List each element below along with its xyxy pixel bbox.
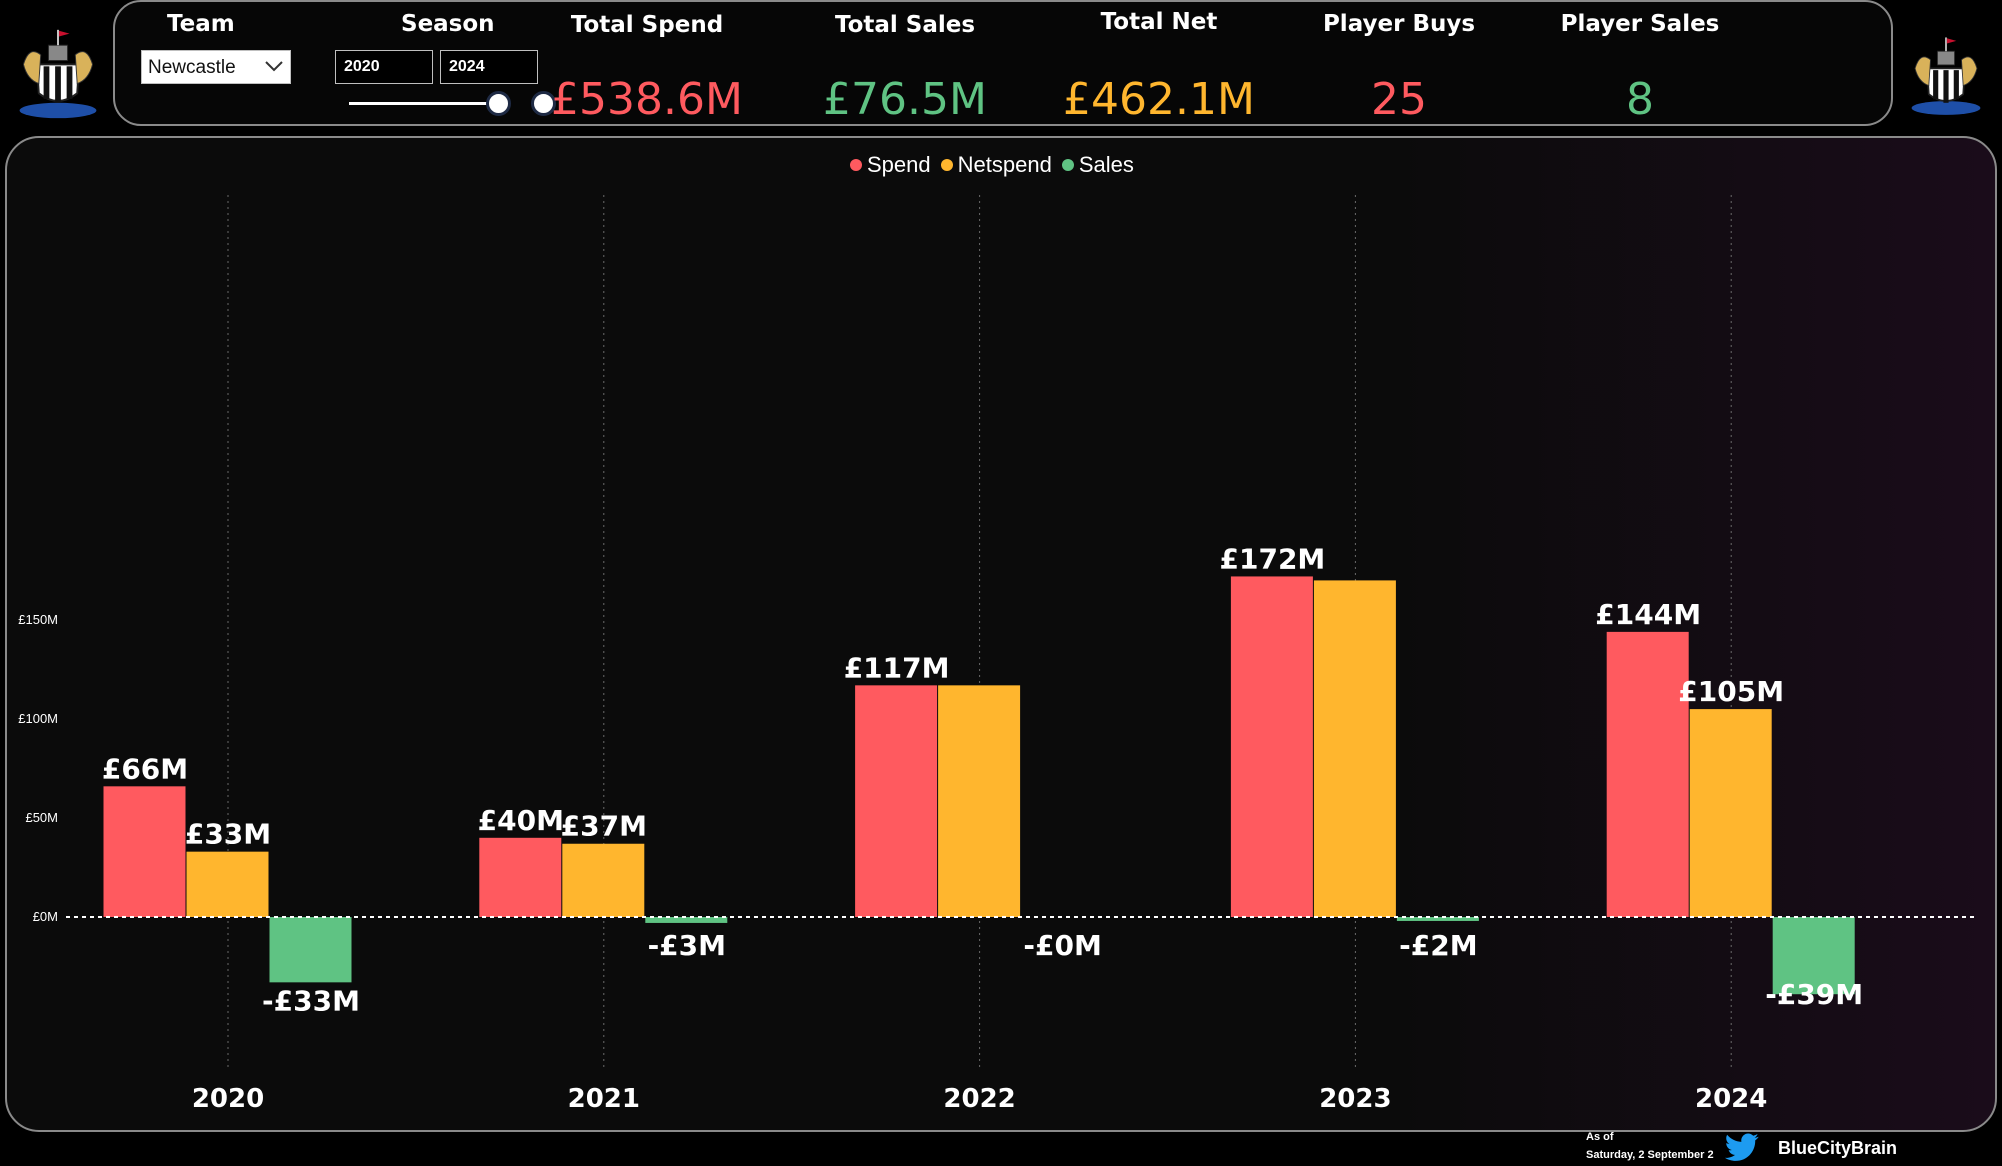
- data-label: £105M: [1678, 675, 1784, 708]
- legend-swatch-netspend: [940, 159, 953, 171]
- data-label: -£3M: [648, 929, 726, 962]
- data-label: £66M: [102, 752, 188, 785]
- team-dropdown[interactable]: Newcastle: [141, 50, 291, 84]
- chevron-down-icon: [265, 61, 283, 72]
- data-label: £40M: [478, 804, 564, 837]
- y-tick-label: £50M: [25, 810, 58, 825]
- data-label: -£0M: [1023, 929, 1101, 962]
- newcastle-crest-icon: [19, 29, 97, 119]
- kpi-player-sales-label: Player Sales: [1560, 11, 1720, 37]
- data-label: -£33M: [262, 984, 360, 1017]
- data-label: £172M: [1220, 542, 1326, 575]
- x-category-label: 2020: [192, 1084, 264, 1114]
- y-tick-label: £100M: [18, 711, 58, 726]
- y-tick-label: £150M: [18, 612, 58, 627]
- legend-item-sales[interactable]: Sales: [1061, 152, 1134, 178]
- x-category-label: 2024: [1695, 1084, 1767, 1114]
- legend-label-netspend: Netspend: [957, 152, 1052, 177]
- bar-netspend-2023: [1313, 580, 1396, 917]
- season-end-input[interactable]: 2024: [440, 50, 538, 84]
- kpi-player-buys-label: Player Buys: [1322, 11, 1476, 37]
- season-slider-start-handle[interactable]: [486, 91, 511, 116]
- bar-spend-2022: [855, 685, 938, 917]
- twitter-handle[interactable]: BlueCityBrain: [1778, 1138, 1898, 1158]
- as-of-stamp: As of Saturday, 2 September 2...: [1586, 1131, 1714, 1161]
- legend-label-sales: Sales: [1078, 152, 1134, 177]
- kpi-total-sales-value: £76.5M: [823, 74, 987, 125]
- bar-spend-2020: [103, 786, 186, 917]
- bar-spend-2024: [1606, 631, 1689, 917]
- bar-netspend-2020: [186, 851, 269, 917]
- bar-spend-2023: [1230, 576, 1313, 917]
- kpi-total-sales-label: Total Sales: [834, 12, 976, 38]
- team-dropdown-value: Newcastle: [148, 57, 236, 78]
- kpi-total-net-value: £462.1M: [1063, 74, 1255, 125]
- header-panel: Team Newcastle Season 2020 2024 Total Sp…: [113, 0, 1893, 126]
- x-category-label: 2021: [568, 1084, 640, 1114]
- kpi-player-buys-value: 25: [1371, 74, 1427, 125]
- legend-label-spend: Spend: [867, 152, 931, 177]
- as-of-date: Saturday, 2 September 2...: [1586, 1149, 1714, 1161]
- x-category-label: 2023: [1319, 1084, 1391, 1114]
- data-label: £144M: [1595, 598, 1701, 631]
- legend-swatch-spend: [850, 159, 862, 171]
- x-category-label: 2022: [943, 1084, 1015, 1114]
- chart-legend: Spend Netspend Sales: [850, 150, 1134, 180]
- kpi-total-spend-value: £538.6M: [551, 74, 743, 125]
- bar-sales-2023: [1396, 917, 1479, 921]
- data-label: -£2M: [1399, 929, 1477, 962]
- bar-sales-2024: [1772, 917, 1855, 995]
- season-start-input[interactable]: 2020: [335, 50, 433, 84]
- team-label: Team: [167, 11, 235, 37]
- bar-netspend-2021: [562, 843, 645, 917]
- legend-item-spend[interactable]: Spend: [850, 152, 931, 178]
- data-label: £117M: [844, 651, 950, 684]
- kpi-total-net-label: Total Net: [1100, 9, 1218, 35]
- legend-swatch-sales: [1061, 159, 1074, 171]
- bar-sales-2021: [645, 917, 728, 923]
- season-slider-track[interactable]: [349, 102, 489, 105]
- data-label: £37M: [561, 810, 647, 843]
- kpi-total-spend-label: Total Spend: [570, 12, 724, 38]
- data-label: £33M: [185, 818, 271, 851]
- as-of-label: As of: [1586, 1131, 1614, 1143]
- kpi-player-sales-value: 8: [1626, 74, 1654, 125]
- legend-item-netspend[interactable]: Netspend: [940, 152, 1052, 178]
- data-label: -£39M: [1765, 978, 1863, 1011]
- newcastle-crest-icon: [1911, 37, 1981, 115]
- bar-sales-2020: [269, 917, 352, 983]
- y-tick-label: £0M: [33, 909, 58, 924]
- season-slider-end-handle[interactable]: [531, 91, 556, 116]
- twitter-bird-icon[interactable]: [1724, 1133, 1760, 1163]
- bar-spend-2021: [479, 837, 562, 917]
- bar-netspend-2024: [1689, 709, 1772, 917]
- bar-netspend-2022: [938, 685, 1021, 917]
- season-label: Season: [401, 11, 495, 37]
